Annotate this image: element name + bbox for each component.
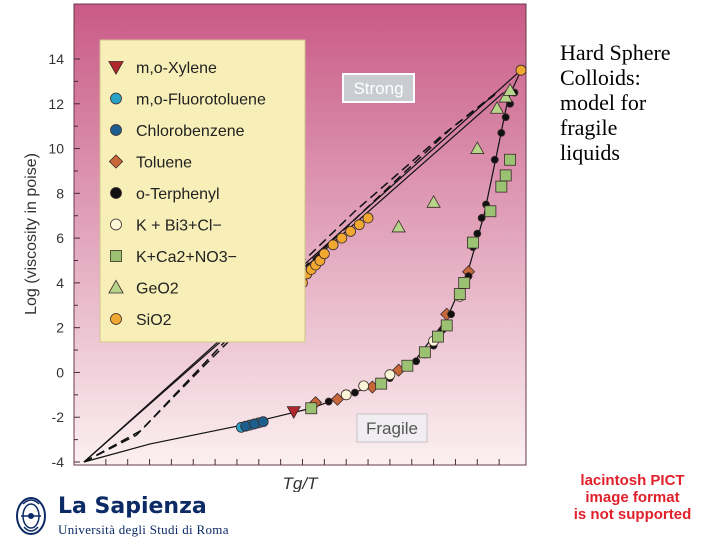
x-axis-label: Tg/T (283, 474, 320, 492)
data-point (495, 180, 508, 193)
title-line-4: fragile (560, 115, 618, 140)
data-point (286, 406, 301, 419)
data-points (235, 64, 527, 433)
data-point (432, 330, 444, 343)
data-point (453, 288, 466, 300)
dashed-fit-line (83, 89, 500, 463)
data-point (324, 397, 333, 406)
data-point (447, 310, 455, 319)
pict-unsupported-notice: lacintosh PICT image format is not support… (545, 472, 720, 523)
data-point (473, 229, 482, 238)
legend-marker (110, 92, 122, 105)
legend-marker (110, 187, 122, 199)
legend-marker (110, 250, 122, 262)
data-point (318, 248, 330, 260)
data-point (504, 153, 516, 166)
y-tick-label: 10 (48, 141, 64, 157)
y-tick-label: 14 (48, 51, 64, 67)
notice-line-3: is not supported (573, 506, 692, 523)
legend-marker (110, 218, 122, 231)
fragile-label-box: Fragile (356, 413, 428, 443)
notice-line-2: image format (585, 489, 680, 506)
data-point (401, 359, 414, 372)
legend-label: m,o-Fluorotoluene (136, 92, 266, 109)
strong-label-box: Strong (342, 73, 415, 103)
y-axis: 14 12 10 8 6 4 2 0 -2 -4 (48, 51, 80, 470)
data-point (515, 64, 527, 76)
title-line-5: liquids (560, 140, 620, 165)
data-point (477, 214, 486, 222)
logo-name: La Sapienza (58, 494, 207, 519)
y-tick-label: -4 (52, 454, 65, 470)
title-line-3: model for (560, 90, 647, 115)
data-point (353, 219, 365, 231)
data-point (489, 100, 505, 114)
legend-label: K + Bi3+Cl− (136, 218, 222, 235)
strong-label: Strong (353, 79, 403, 98)
y-axis-label: Log (viscosity in poise) (23, 153, 40, 315)
legend-marker (108, 154, 124, 169)
data-point (375, 377, 388, 390)
data-point (412, 357, 421, 366)
data-point (362, 212, 374, 224)
fragile-label: Fragile (366, 419, 418, 438)
data-point (470, 141, 485, 154)
data-point (426, 194, 441, 208)
legend-box (99, 39, 306, 343)
y-tick-label: 8 (56, 185, 64, 201)
dashed-fit-line (83, 94, 496, 463)
legend-label: GeO2 (136, 281, 179, 298)
university-logo: La Sapienza Università degli Studi di Ro… (8, 492, 298, 540)
y-tick-label: 12 (48, 96, 64, 112)
legend: m,o-Xylene m,o-Fluorotoluene Chlorobenzene… (99, 39, 306, 343)
logo-subtitle: Università degli Studi di Roma (58, 522, 229, 537)
data-point (458, 276, 471, 289)
y-tick-label: -2 (52, 409, 65, 425)
data-point (358, 380, 370, 392)
title-line-1: Hard Sphere (560, 40, 671, 65)
data-point (345, 225, 356, 237)
legend-label: o-Terphenyl (136, 186, 220, 203)
y-tick-label: 4 (56, 275, 64, 291)
data-point (391, 219, 406, 233)
legend-marker (110, 124, 122, 136)
data-point (305, 402, 318, 415)
legend-marker (110, 313, 122, 325)
y-tick-label: 0 (56, 364, 64, 380)
data-point (384, 369, 396, 381)
data-point (327, 239, 339, 251)
plot-frame (73, 3, 527, 466)
slide-title: Hard Sphere Colloids: model for fragile liqu… (560, 40, 710, 165)
data-point (484, 205, 497, 218)
data-point (497, 128, 506, 137)
y-tick-label: 2 (56, 320, 64, 336)
y-tick-label: 6 (56, 230, 64, 246)
data-point (501, 113, 510, 122)
data-point (499, 169, 512, 182)
data-point (336, 232, 348, 244)
data-point (490, 155, 499, 164)
data-point (467, 236, 479, 249)
data-point (351, 388, 359, 397)
x-axis (105, 459, 500, 465)
legend-label: Chlorobenzene (136, 123, 245, 140)
data-point (257, 416, 269, 428)
legend-marker (108, 279, 124, 294)
legend-label: K+Ca2+NO3− (136, 249, 237, 266)
legend-label: m,o-Xylene (136, 60, 217, 77)
title-line-2: Colloids: (560, 65, 641, 90)
legend-marker (108, 61, 124, 75)
data-point (418, 346, 431, 359)
viscosity-plot: 14 12 10 8 6 4 2 0 -2 -4 m,o-Xylene m,o-Fluorotolu… (23, 3, 527, 492)
legend-label: SiO2 (136, 312, 172, 329)
sapienza-emblem-icon (16, 497, 46, 535)
data-point (502, 83, 518, 96)
data-point (340, 389, 352, 401)
data-point (440, 319, 453, 332)
legend-label: Toluene (136, 155, 192, 172)
notice-line-1: lacintosh PICT (580, 472, 685, 489)
data-point (498, 89, 513, 103)
